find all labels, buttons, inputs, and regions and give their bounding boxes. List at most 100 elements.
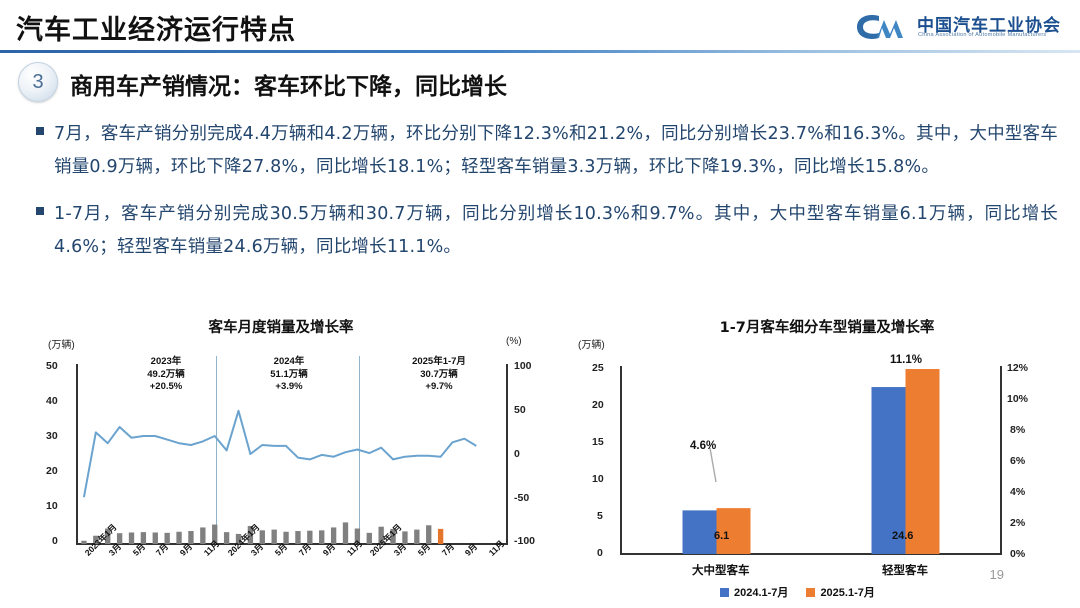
page-title: 汽车工业经济运行特点: [16, 15, 296, 46]
section-number-badge: 3: [18, 62, 58, 102]
legend-label: 2024.1-7月: [734, 587, 789, 599]
year-separator: [216, 356, 217, 544]
bullet-square-icon: [36, 127, 44, 135]
segment-bar: [716, 508, 751, 554]
header-divider: [0, 50, 1080, 53]
monthly-bar: [378, 526, 384, 544]
monthly-bar: [200, 527, 206, 544]
caam-logo-icon: [855, 12, 911, 42]
left-tick: 5: [597, 510, 603, 522]
section-number: 3: [32, 71, 44, 93]
left-axis-unit: (万辆): [48, 340, 75, 351]
bullet-list: 7月，客车产销分别完成4.4万辆和4.2万辆，环比分别下降12.3%和21.2%…: [28, 118, 1058, 278]
caam-logo: 中国汽车工业协会 China Association of Automobile…: [855, 10, 1070, 48]
monthly-plot-area: [81, 409, 477, 544]
monthly-bar: [342, 522, 349, 544]
bullet-text: 7月，客车产销分别完成4.4万辆和4.2万辆，环比分别下降12.3%和21.2%…: [54, 124, 1058, 177]
left-tick: 50: [46, 360, 58, 372]
right-tick: 0%: [1010, 548, 1026, 560]
page-number: 19: [989, 567, 1004, 582]
right-tick: -100: [514, 535, 536, 547]
chart-segment-bus-sales: 1-7月客车细分车型销量及增长率 (万辆) 25 20 15 10 5 0 12…: [572, 312, 1072, 604]
monthly-bar: [247, 526, 254, 544]
growth-rate-line: [82, 409, 477, 498]
bullet-square-icon: [36, 207, 44, 215]
right-tick: 2%: [1010, 517, 1026, 529]
annotation-2025: 2025年1-7月 30.7万辆 +9.7%: [412, 356, 466, 392]
left-tick: 10: [592, 473, 604, 485]
right-tick: 100: [514, 360, 532, 372]
monthly-bar: [176, 531, 182, 544]
right-tick: 0: [514, 448, 520, 460]
logo-text-cn: 中国汽车工业协会: [917, 16, 1061, 36]
left-tick: 10: [46, 500, 58, 512]
monthly-bar: [390, 528, 396, 544]
monthly-bar: [140, 532, 147, 544]
bar-value-label: 24.6: [892, 530, 914, 542]
monthly-bar: [116, 533, 123, 544]
monthly-bar: [366, 532, 372, 544]
monthly-bar: [235, 533, 242, 544]
y-axis-right: [506, 364, 508, 544]
left-tick: 20: [592, 399, 604, 411]
section-title: 商用车产销情况：客车环比下降，同比增长: [70, 74, 507, 100]
monthly-bar: [93, 535, 99, 544]
legend-label: 2025.1-7月: [820, 587, 875, 599]
growth-label: 11.1%: [890, 354, 922, 366]
monthly-bar: [188, 531, 194, 544]
right-tick: 4%: [1010, 486, 1026, 498]
monthly-bar: [437, 528, 444, 544]
right-tick: 8%: [1010, 424, 1026, 436]
x-axis: [76, 543, 508, 545]
segment-bar: [871, 387, 906, 554]
monthly-bar: [164, 532, 170, 544]
y-axis-right: [1000, 366, 1002, 554]
monthly-bar: [259, 530, 265, 544]
segments-plot-area: [682, 369, 940, 554]
left-tick: 0: [597, 547, 603, 559]
category-label: 轻型客车: [882, 563, 928, 577]
segment-bar: [905, 369, 940, 554]
growth-label: 4.6%: [690, 440, 717, 452]
left-tick: 0: [52, 535, 58, 547]
right-tick: 10%: [1007, 393, 1029, 405]
legend-item: 2025.1-7月: [806, 584, 875, 600]
monthly-bar: [307, 530, 313, 544]
left-tick: 25: [592, 362, 604, 374]
monthly-bar: [283, 531, 289, 544]
segment-bar: [682, 510, 717, 554]
monthly-bar: [426, 525, 432, 544]
right-tick: 12%: [1007, 362, 1029, 374]
right-tick: 6%: [1010, 455, 1026, 467]
monthly-bar: [319, 530, 325, 544]
legend-swatch: [720, 587, 729, 597]
monthly-bar: [212, 524, 218, 544]
left-tick: 30: [46, 430, 58, 442]
monthly-bar: [128, 532, 135, 544]
logo-text-en: China Association of Automobile Manufact…: [918, 32, 1047, 38]
monthly-bar: [354, 528, 361, 544]
legend-swatch: [806, 587, 816, 597]
annotation-2024: 2024年 51.1万辆 +3.9%: [270, 356, 308, 392]
monthly-bar: [402, 531, 408, 544]
monthly-bar: [105, 528, 111, 544]
label-leader-line: [709, 447, 717, 483]
x-axis: [620, 553, 1002, 555]
monthly-bar: [414, 529, 420, 544]
left-tick: 15: [592, 436, 604, 448]
monthly-bar: [295, 531, 301, 544]
monthly-bar: [223, 532, 230, 544]
x-axis-labels: 2023年1月 3月 5月 7月 9月 11月 2024年1月 3月 5月 7月 9月 11月 2025…: [78, 522, 508, 604]
left-tick: 40: [46, 395, 58, 407]
right-tick: 50: [514, 404, 526, 416]
chart-title: 客车月度销量及增长率: [208, 320, 354, 336]
bar-value-label: 6.1: [714, 530, 730, 542]
chart-legend: 2024.1-7月 2025.1-7月: [720, 584, 875, 600]
slide-header: 汽车工业经济运行特点 中国汽车工业协会 China Association of…: [0, 0, 1080, 53]
y-axis-left: [76, 364, 78, 544]
legend-item: 2024.1-7月: [720, 584, 788, 600]
bullet-item: 7月，客车产销分别完成4.4万辆和4.2万辆，环比分别下降12.3%和21.2%…: [28, 118, 1058, 184]
monthly-bar: [271, 529, 277, 544]
chart-title: 1-7月客车细分车型销量及增长率: [719, 320, 935, 336]
